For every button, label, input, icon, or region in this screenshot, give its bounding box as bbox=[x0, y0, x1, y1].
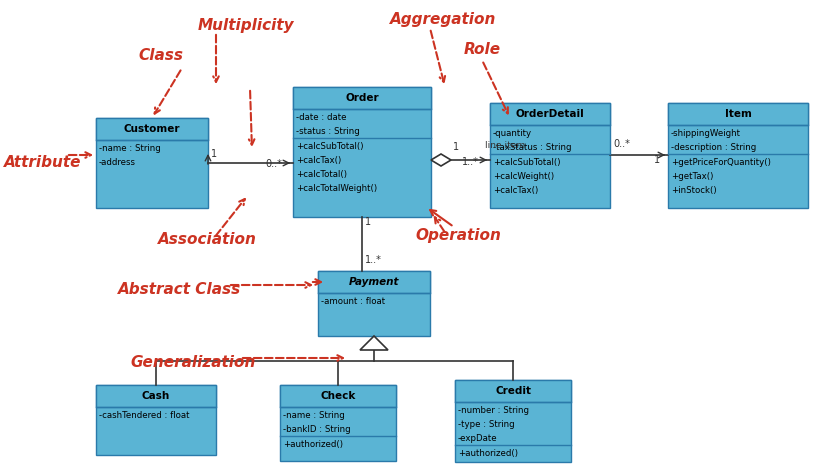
Text: Item: Item bbox=[725, 109, 752, 119]
Text: +calcTotalWeight(): +calcTotalWeight() bbox=[296, 184, 377, 193]
Text: 0..*: 0..* bbox=[265, 159, 282, 169]
Text: -type : String: -type : String bbox=[458, 420, 515, 429]
Polygon shape bbox=[360, 336, 388, 350]
Text: Order: Order bbox=[345, 93, 379, 103]
Text: +authorized(): +authorized() bbox=[458, 449, 518, 458]
Bar bbox=[668, 103, 808, 125]
Text: +calcSubTotal(): +calcSubTotal() bbox=[493, 158, 560, 167]
Text: -taxStatus : String: -taxStatus : String bbox=[493, 143, 572, 152]
Text: -expDate: -expDate bbox=[458, 434, 497, 443]
Text: 1..*: 1..* bbox=[462, 157, 479, 167]
Text: Aggregation: Aggregation bbox=[390, 12, 497, 27]
Bar bbox=[96, 118, 208, 140]
Text: +inStock(): +inStock() bbox=[671, 186, 716, 195]
Bar bbox=[318, 271, 430, 336]
Text: 1: 1 bbox=[211, 149, 217, 159]
Text: -name : String: -name : String bbox=[283, 411, 344, 420]
Text: Cash: Cash bbox=[142, 391, 170, 401]
Text: -cashTendered : float: -cashTendered : float bbox=[99, 411, 190, 420]
Text: Attribute: Attribute bbox=[4, 155, 81, 170]
Text: 0..*: 0..* bbox=[613, 139, 630, 149]
Text: +getTax(): +getTax() bbox=[671, 172, 713, 181]
Text: 1: 1 bbox=[654, 155, 660, 165]
Text: -date : date: -date : date bbox=[296, 113, 346, 122]
Text: Association: Association bbox=[158, 232, 257, 247]
Polygon shape bbox=[431, 154, 451, 166]
Text: line item: line item bbox=[485, 141, 525, 150]
Text: Abstract Class: Abstract Class bbox=[118, 282, 242, 297]
Text: 1..*: 1..* bbox=[365, 255, 382, 265]
Text: -address: -address bbox=[99, 158, 136, 167]
Text: -name : String: -name : String bbox=[99, 144, 161, 153]
Text: Role: Role bbox=[464, 42, 501, 57]
Text: -description : String: -description : String bbox=[671, 143, 757, 152]
Text: Operation: Operation bbox=[415, 228, 501, 243]
Text: Class: Class bbox=[138, 48, 183, 63]
Bar bbox=[455, 380, 571, 402]
Text: -quantity: -quantity bbox=[493, 129, 533, 138]
Text: +calcTax(): +calcTax() bbox=[296, 156, 341, 165]
Text: +getPriceForQuantity(): +getPriceForQuantity() bbox=[671, 158, 771, 167]
Bar bbox=[490, 103, 610, 125]
Bar bbox=[280, 385, 396, 407]
Bar bbox=[455, 380, 571, 462]
Text: +calcTotal(): +calcTotal() bbox=[296, 170, 347, 179]
Bar bbox=[293, 87, 431, 217]
Text: 1: 1 bbox=[365, 217, 371, 227]
Text: -number : String: -number : String bbox=[458, 406, 529, 415]
Text: +calcWeight(): +calcWeight() bbox=[493, 172, 554, 181]
Text: -shippingWeight: -shippingWeight bbox=[671, 129, 741, 138]
Bar bbox=[318, 271, 430, 293]
Text: -status : String: -status : String bbox=[296, 127, 359, 136]
Text: +authorized(): +authorized() bbox=[283, 440, 343, 449]
Text: +calcTax(): +calcTax() bbox=[493, 186, 538, 195]
Text: Generalization: Generalization bbox=[130, 355, 255, 370]
Text: Credit: Credit bbox=[495, 386, 531, 396]
Text: Customer: Customer bbox=[124, 124, 181, 134]
Text: +calcSubTotal(): +calcSubTotal() bbox=[296, 142, 364, 151]
Bar bbox=[293, 87, 431, 109]
Text: -amount : float: -amount : float bbox=[321, 297, 385, 306]
Bar bbox=[668, 103, 808, 208]
Text: Payment: Payment bbox=[349, 277, 400, 287]
Bar bbox=[490, 103, 610, 208]
Text: -bankID : String: -bankID : String bbox=[283, 425, 350, 434]
Text: Check: Check bbox=[320, 391, 355, 401]
Text: OrderDetail: OrderDetail bbox=[516, 109, 584, 119]
Bar bbox=[280, 385, 396, 461]
Bar bbox=[96, 385, 216, 455]
Bar bbox=[96, 118, 208, 208]
Text: Multiplicity: Multiplicity bbox=[198, 18, 294, 33]
Bar bbox=[96, 385, 216, 407]
Text: 1: 1 bbox=[453, 142, 459, 152]
